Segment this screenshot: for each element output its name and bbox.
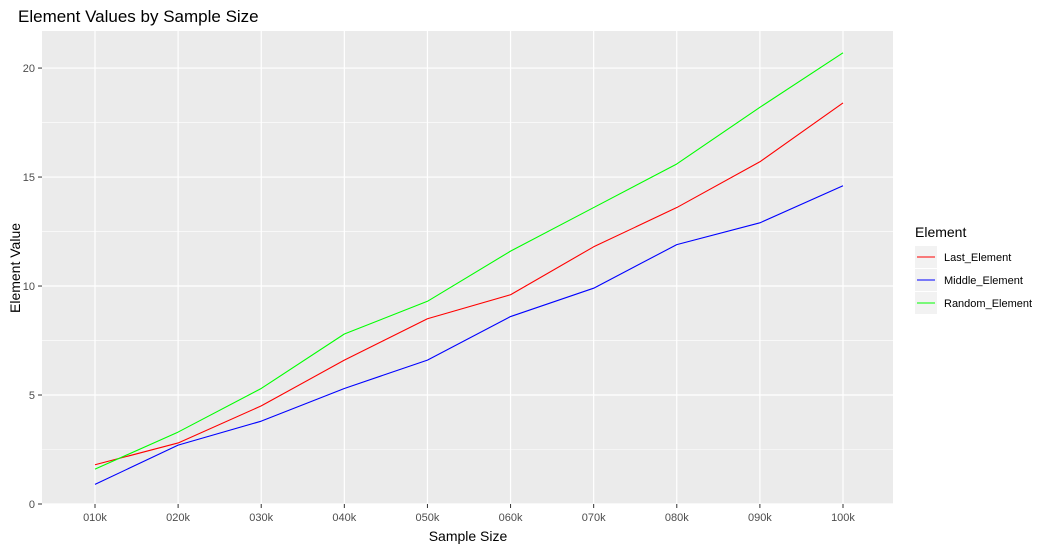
- y-tick-label: 10: [23, 281, 35, 293]
- legend-label: Random_Element: [944, 298, 1032, 310]
- x-tick-label: 090k: [748, 512, 772, 524]
- y-axis-title: Element Value: [7, 223, 23, 313]
- x-tick-label: 040k: [332, 512, 356, 524]
- x-tick-label: 100k: [831, 512, 855, 524]
- x-tick-label: 010k: [83, 512, 107, 524]
- y-tick-label: 15: [23, 172, 35, 184]
- legend: Element Last_Element Middle_Element Random…: [915, 224, 1032, 314]
- x-tick-label: 050k: [416, 512, 440, 524]
- y-axis-ticks: 0 5 10 15 20: [23, 63, 42, 511]
- x-tick-label: 030k: [249, 512, 273, 524]
- legend-label: Last_Element: [944, 252, 1011, 264]
- chart-title: Element Values by Sample Size: [18, 7, 259, 26]
- y-tick-label: 5: [29, 390, 35, 402]
- series-line-random-element: [94, 52, 844, 470]
- plot-panel: [42, 31, 893, 504]
- x-axis-title: Sample Size: [429, 528, 508, 544]
- legend-label: Middle_Element: [944, 275, 1023, 287]
- series-lines: [94, 52, 844, 485]
- x-tick-label: 020k: [166, 512, 190, 524]
- legend-title: Element: [915, 224, 966, 240]
- x-axis-ticks: 010k 020k 030k 040k 050k 060k 070k 080k 090k 100k: [83, 504, 855, 524]
- y-tick-label: 20: [23, 63, 35, 75]
- grid-lines: [42, 31, 893, 505]
- y-tick-label: 0: [29, 499, 35, 511]
- series-line-last-element: [94, 102, 844, 466]
- x-tick-label: 080k: [665, 512, 689, 524]
- series-line-middle-element: [94, 185, 844, 485]
- x-tick-label: 060k: [499, 512, 523, 524]
- x-tick-label: 070k: [582, 512, 606, 524]
